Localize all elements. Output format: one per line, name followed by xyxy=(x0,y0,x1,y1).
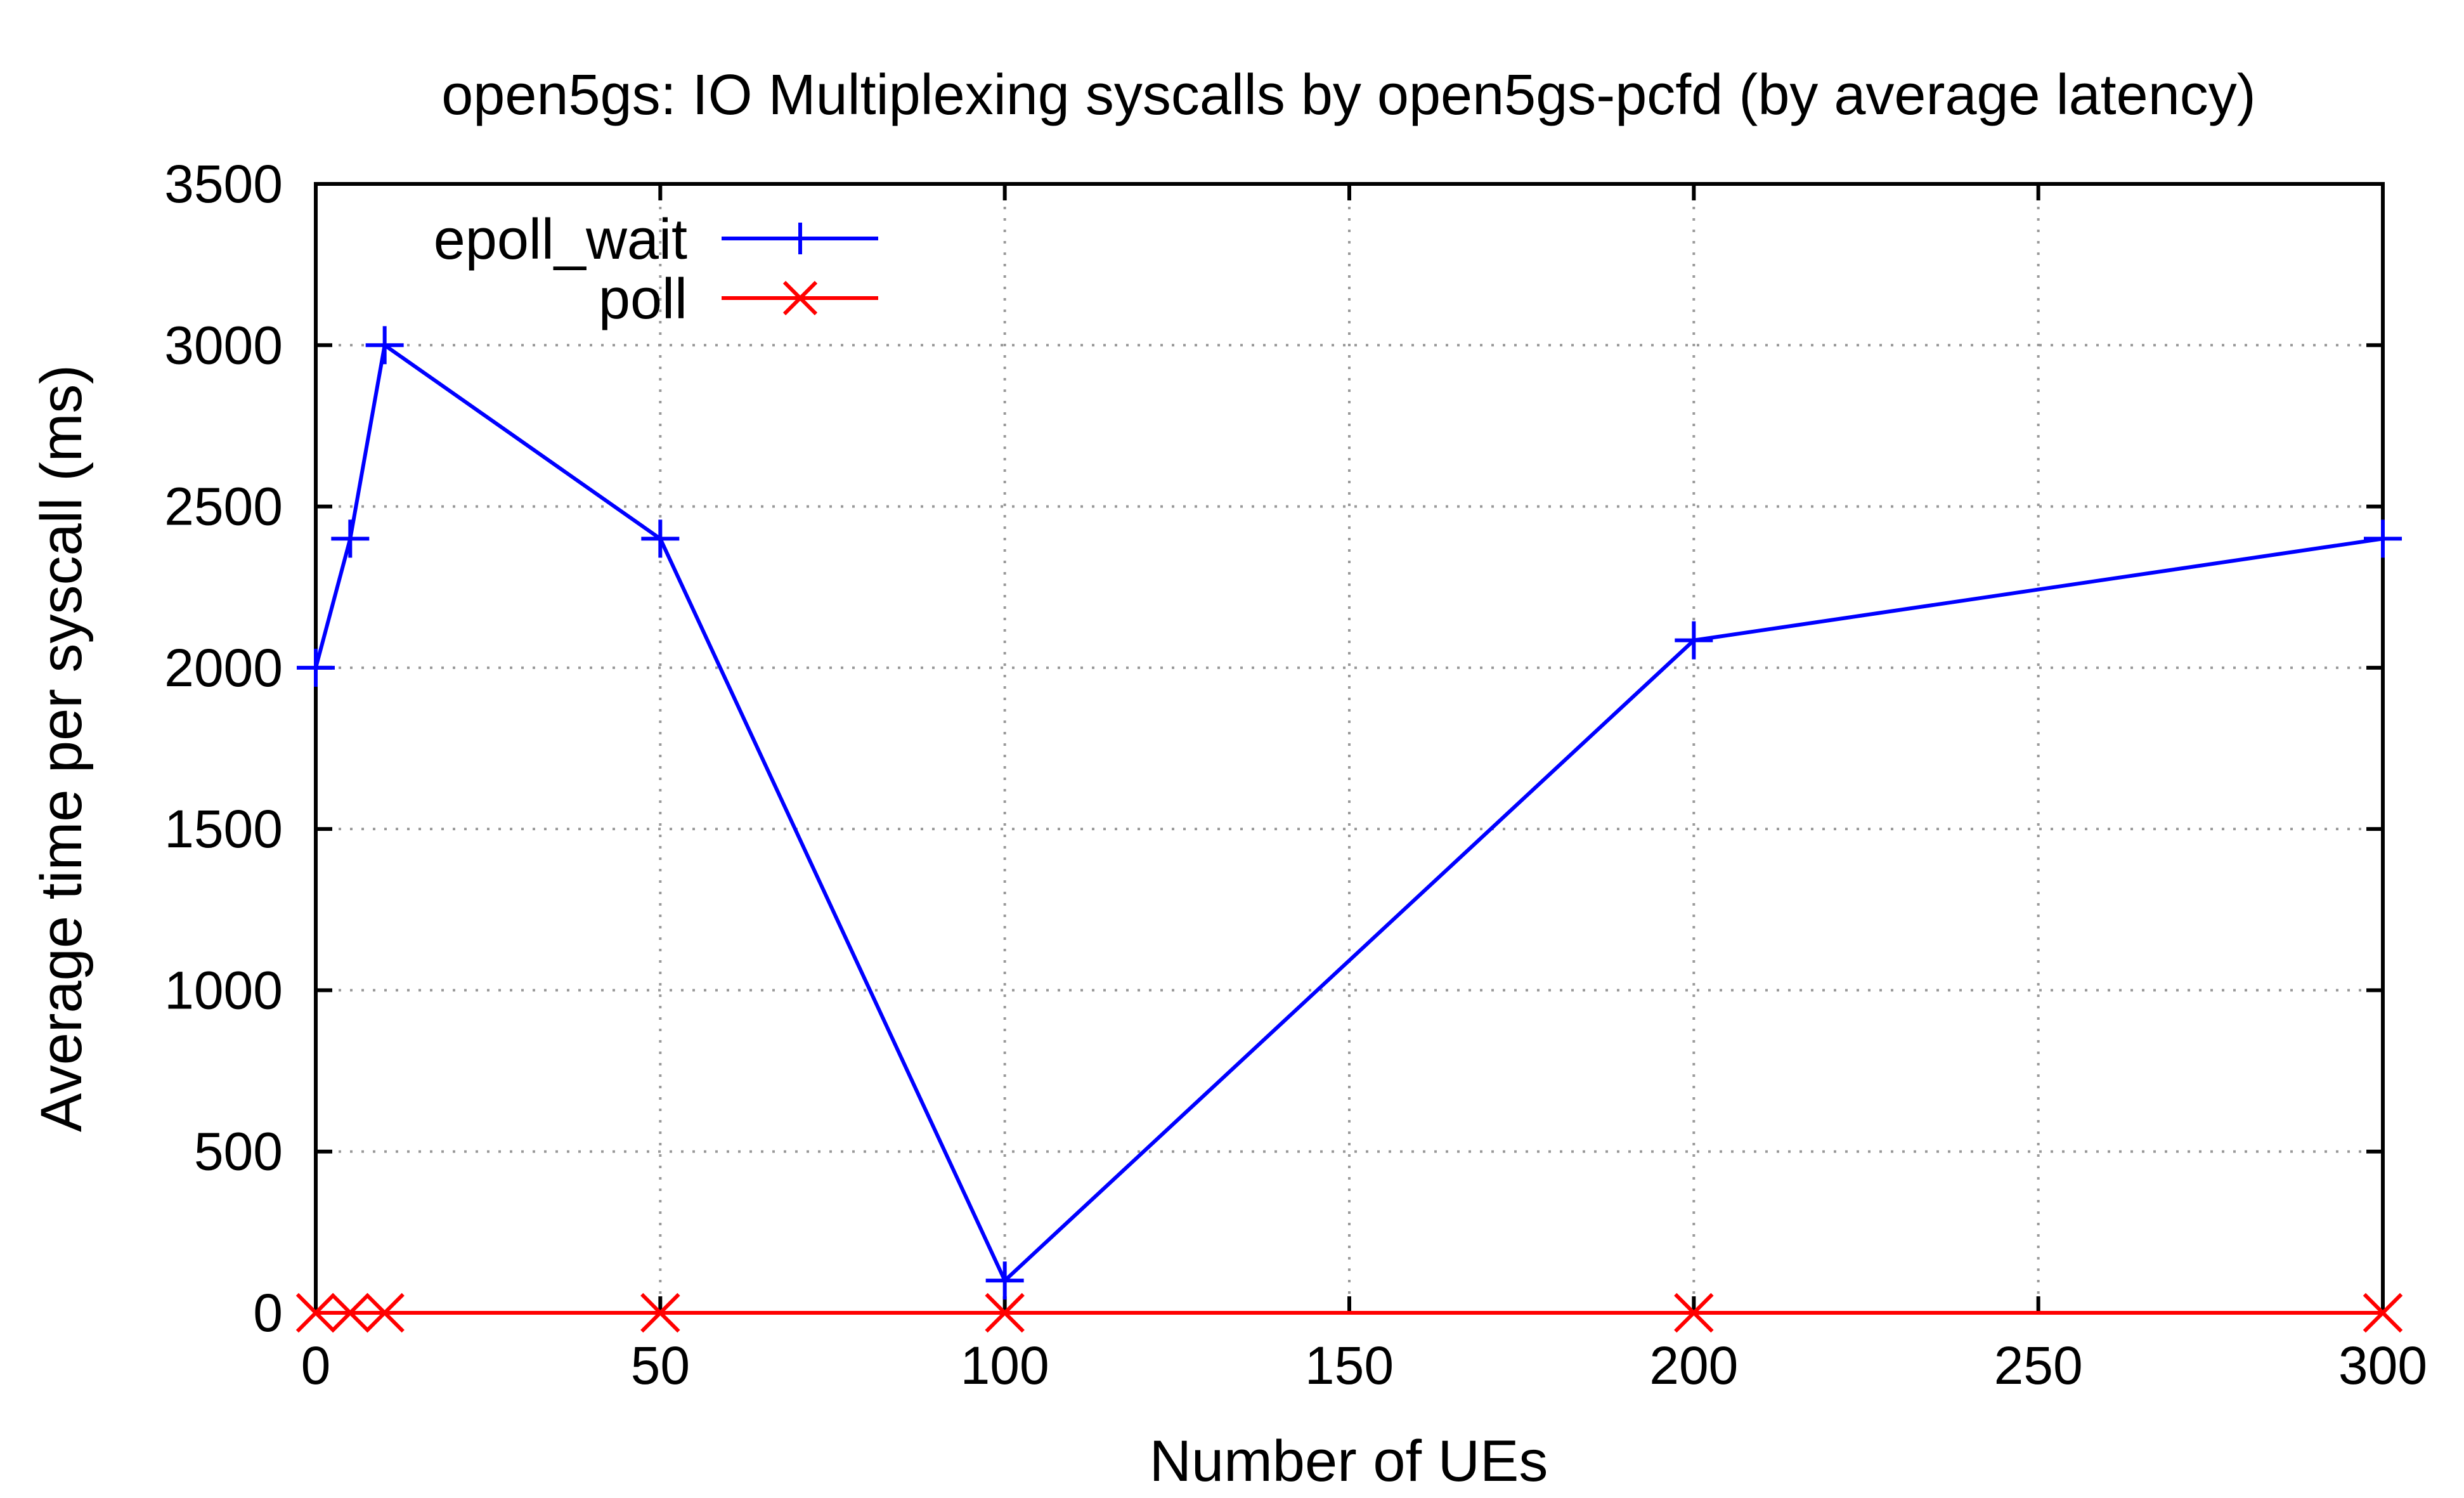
epoll-wait-point-marker xyxy=(2364,519,2402,558)
epoll-wait-point-marker xyxy=(641,519,680,558)
y-tick-label: 2000 xyxy=(164,638,283,698)
y-tick-label: 2500 xyxy=(164,477,283,537)
poll-point-marker xyxy=(365,1293,405,1333)
legend-marker-poll xyxy=(782,280,818,316)
y-axis-title: Average time per syscall (ms) xyxy=(29,365,94,1132)
poll-point-marker xyxy=(330,1293,370,1333)
y-tick-label: 3500 xyxy=(164,154,283,214)
poll-point-marker xyxy=(1674,1293,1714,1333)
poll-point-marker xyxy=(985,1293,1025,1333)
epoll-wait-point-marker xyxy=(297,648,335,687)
x-tick-label: 300 xyxy=(2338,1336,2427,1395)
x-tick-label: 250 xyxy=(1994,1336,2083,1395)
grid-layer xyxy=(316,184,2383,1313)
x-tick-label: 150 xyxy=(1305,1336,1394,1395)
legend: epoll_wait poll xyxy=(434,208,878,331)
poll-point-marker xyxy=(295,1293,336,1333)
epoll-wait-point-marker xyxy=(985,1261,1024,1300)
x-axis-title: Number of UEs xyxy=(1150,1429,1548,1494)
y-tick-label: 1000 xyxy=(164,960,283,1020)
y-tick-label: 3000 xyxy=(164,315,283,375)
chart-title: open5gs: IO Multiplexing syscalls by ope… xyxy=(441,63,2256,127)
x-tick-label: 200 xyxy=(1649,1336,1738,1395)
poll-point-marker xyxy=(640,1293,680,1333)
legend-label-poll: poll xyxy=(599,268,687,331)
y-tick-label: 0 xyxy=(253,1283,283,1343)
x-tick-label: 0 xyxy=(301,1336,331,1395)
legend-label-epoll-wait: epoll_wait xyxy=(434,208,687,271)
poll-point-marker xyxy=(2363,1293,2403,1333)
series-layer xyxy=(295,326,2403,1333)
y-tick-label: 500 xyxy=(194,1122,283,1182)
epoll-wait-point-marker xyxy=(331,519,370,558)
epoll-wait-point-marker xyxy=(365,326,404,365)
y-tick-label: 1500 xyxy=(164,799,283,859)
epoll-wait-point-marker xyxy=(1675,621,1713,660)
x-tick-label: 50 xyxy=(631,1336,690,1395)
tick-layer: 0 50 100 150 200 250 3000500100015002000250030… xyxy=(164,154,2427,1395)
x-tick-label: 100 xyxy=(961,1336,1049,1395)
legend-marker-epoll-wait xyxy=(784,223,816,254)
